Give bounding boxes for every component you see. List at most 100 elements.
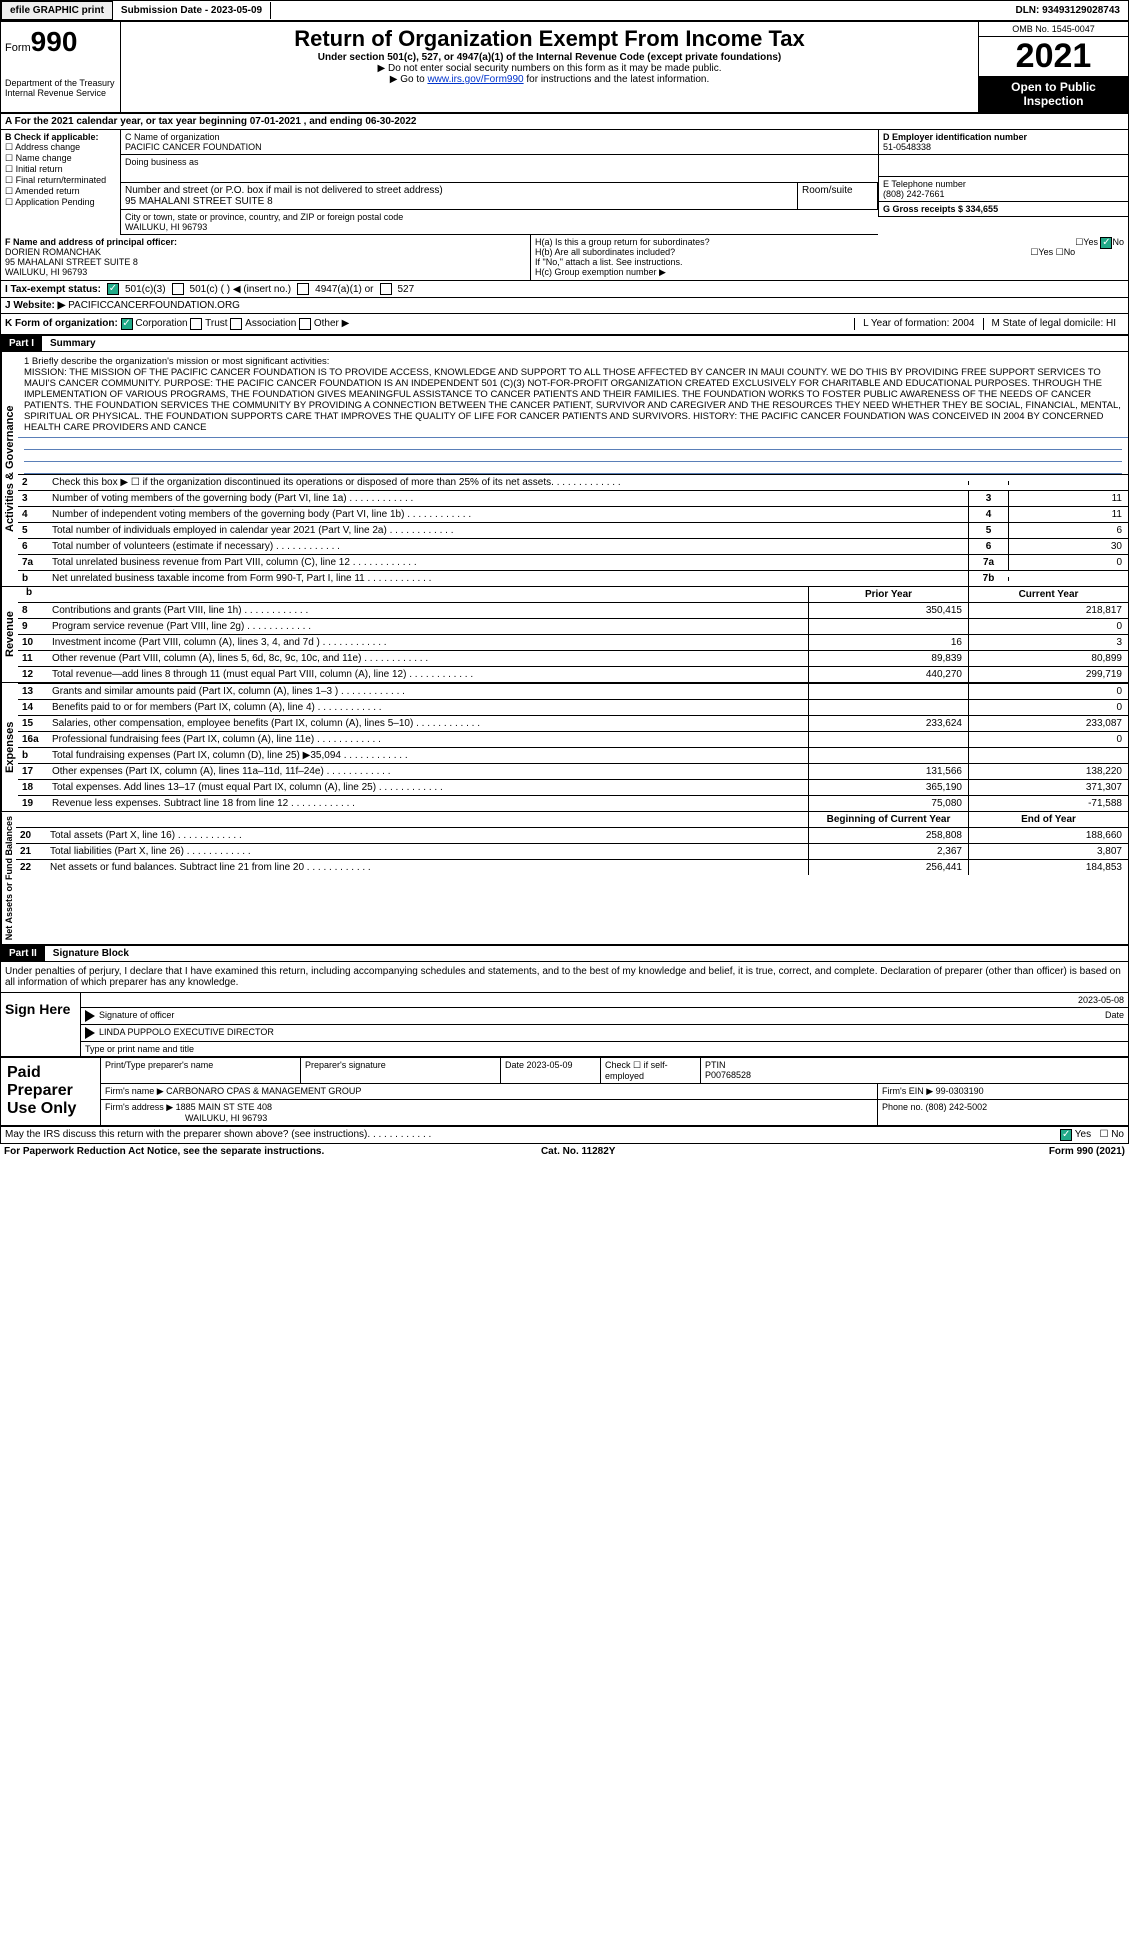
part-2-header: Part II Signature Block xyxy=(0,945,1129,962)
line-18: 18Total expenses. Add lines 13–17 (must … xyxy=(18,779,1128,795)
chk-association[interactable] xyxy=(230,318,242,330)
firm-ein: Firm's EIN ▶ 99-0303190 xyxy=(878,1084,1128,1099)
gov-line-4: 4Number of independent voting members of… xyxy=(18,506,1128,522)
gross-receipts: G Gross receipts $ 334,655 xyxy=(878,202,1128,217)
tax-year: 2021 xyxy=(979,37,1128,76)
ptin-label: PTIN xyxy=(705,1060,726,1070)
gov-line-b: bNet unrelated business taxable income f… xyxy=(18,570,1128,586)
officer-name: LINDA PUPPOLO EXECUTIVE DIRECTOR xyxy=(99,1027,274,1039)
chk-501c[interactable] xyxy=(172,283,184,295)
chk-address-change[interactable]: ☐ Address change xyxy=(5,142,116,153)
chk-name-change[interactable]: ☐ Name change xyxy=(5,153,116,164)
top-bar: efile GRAPHIC print Submission Date - 20… xyxy=(0,0,1129,21)
part-1-title: Summary xyxy=(42,336,104,351)
chk-amended-return[interactable]: ☐ Amended return xyxy=(5,186,116,197)
line-9: 9Program service revenue (Part VIII, lin… xyxy=(18,618,1128,634)
form-header: Form990 Department of the Treasury Inter… xyxy=(0,21,1129,113)
form-number: 990 xyxy=(31,26,78,57)
firm-name: Firm's name ▶ CARBONARO CPAS & MANAGEMEN… xyxy=(101,1084,878,1099)
f-h-row: F Name and address of principal officer:… xyxy=(0,235,1129,280)
dba-label: Doing business as xyxy=(121,155,878,183)
side-net-assets: Net Assets or Fund Balances xyxy=(1,812,16,944)
chk-initial-return[interactable]: ☐ Initial return xyxy=(5,164,116,175)
type-name-label: Type or print name and title xyxy=(81,1042,1128,1056)
side-governance: Activities & Governance xyxy=(1,352,18,586)
chk-corporation[interactable]: ✓ xyxy=(121,318,133,330)
revenue-section: Revenue bPrior YearCurrent Year 8Contrib… xyxy=(0,587,1129,683)
part-2-label: Part II xyxy=(1,946,45,961)
irs-link[interactable]: www.irs.gov/Form990 xyxy=(427,74,523,85)
tax-exempt-row: I Tax-exempt status: ✓501(c)(3) 501(c) (… xyxy=(0,280,1129,298)
line-19: 19Revenue less expenses. Subtract line 1… xyxy=(18,795,1128,811)
row-a-tax-year: A For the 2021 calendar year, or tax yea… xyxy=(0,113,1129,130)
sign-here-block: Sign Here 2023-05-08 Signature of office… xyxy=(0,992,1129,1057)
chk-other[interactable] xyxy=(299,318,311,330)
chk-501c3[interactable]: ✓ xyxy=(107,283,119,295)
footer-row: For Paperwork Reduction Act Notice, see … xyxy=(0,1144,1129,1159)
entity-block: B Check if applicable: ☐ Address change … xyxy=(0,130,1129,235)
firm-addr: Firm's address ▶ 1885 MAIN ST STE 408 xyxy=(105,1102,272,1112)
form-note-2: ▶ Go to www.irs.gov/Form990 for instruct… xyxy=(125,74,974,85)
discuss-question: May the IRS discuss this return with the… xyxy=(5,1129,367,1141)
discuss-yes-check[interactable]: ✓ xyxy=(1060,1129,1072,1141)
paid-preparer-label: Paid Preparer Use Only xyxy=(1,1058,101,1125)
paperwork-notice: For Paperwork Reduction Act Notice, see … xyxy=(4,1146,324,1157)
chk-4947[interactable] xyxy=(297,283,309,295)
chk-trust[interactable] xyxy=(190,318,202,330)
line-12: 12Total revenue—add lines 8 through 11 (… xyxy=(18,666,1128,682)
addr-value: 95 MAHALANI STREET SUITE 8 xyxy=(125,196,793,207)
chk-application-pending[interactable]: ☐ Application Pending xyxy=(5,197,116,208)
hb-note: If "No," attach a list. See instructions… xyxy=(535,257,1124,267)
hc-label: H(c) Group exemption number ▶ xyxy=(535,267,1124,278)
j-label: J Website: ▶ xyxy=(5,300,65,311)
addr-label: Number and street (or P.O. box if mail i… xyxy=(125,185,793,196)
declaration-text: Under penalties of perjury, I declare th… xyxy=(0,962,1129,992)
expenses-section: Expenses 13Grants and similar amounts pa… xyxy=(0,683,1129,812)
form-subtitle: Under section 501(c), 527, or 4947(a)(1)… xyxy=(125,52,974,63)
ha-label: H(a) Is this a group return for subordin… xyxy=(535,237,710,247)
ha-no-check[interactable]: ✓ xyxy=(1100,237,1112,249)
gov-line-6: 6Total number of volunteers (estimate if… xyxy=(18,538,1128,554)
line-b: bTotal fundraising expenses (Part IX, co… xyxy=(18,747,1128,763)
line-10: 10Investment income (Part VIII, column (… xyxy=(18,634,1128,650)
prior-year-header: Prior Year xyxy=(808,587,968,602)
line-21: 21Total liabilities (Part X, line 26)2,3… xyxy=(16,843,1128,859)
dln: DLN: 93493129028743 xyxy=(1007,2,1128,19)
date-label: Date xyxy=(1105,1010,1124,1022)
ein-value: 51-0548338 xyxy=(883,142,1124,152)
f-label: F Name and address of principal officer: xyxy=(5,237,177,247)
website-value: PACIFICCANCERFOUNDATION.ORG xyxy=(68,300,240,311)
form-title: Return of Organization Exempt From Incom… xyxy=(125,26,974,52)
website-row: J Website: ▶ PACIFICCANCERFOUNDATION.ORG xyxy=(0,298,1129,314)
l-year: L Year of formation: 2004 xyxy=(854,318,982,330)
discuss-row: May the IRS discuss this return with the… xyxy=(0,1126,1129,1144)
self-employed-check[interactable]: Check ☐ if self-employed xyxy=(601,1058,701,1083)
current-year-header: Current Year xyxy=(968,587,1128,602)
part-1-header: Part I Summary xyxy=(0,335,1129,352)
prep-date: Date 2023-05-09 xyxy=(501,1058,601,1083)
gov-line-2: 2Check this box ▶ ☐ if the organization … xyxy=(18,474,1128,490)
line-8: 8Contributions and grants (Part VIII, li… xyxy=(18,602,1128,618)
gov-line-7a: 7aTotal unrelated business revenue from … xyxy=(18,554,1128,570)
col-b-header: B Check if applicable: xyxy=(5,132,99,142)
part-2-title: Signature Block xyxy=(45,946,137,961)
ein-label: D Employer identification number xyxy=(883,132,1027,142)
cat-no: Cat. No. 11282Y xyxy=(541,1146,615,1157)
k-org-row: K Form of organization: ✓ Corporation Tr… xyxy=(0,314,1129,335)
efile-print-button[interactable]: efile GRAPHIC print xyxy=(1,1,113,20)
mission-text: MISSION: THE MISSION OF THE PACIFIC CANC… xyxy=(24,367,1122,433)
chk-527[interactable] xyxy=(380,283,392,295)
firm-phone: Phone no. (808) 242-5002 xyxy=(878,1100,1128,1125)
city-label: City or town, state or province, country… xyxy=(125,212,874,222)
submission-date: Submission Date - 2023-05-09 xyxy=(113,2,271,19)
beginning-year-header: Beginning of Current Year xyxy=(808,812,968,827)
form-label: Form xyxy=(5,42,31,54)
m-state: M State of legal domicile: HI xyxy=(983,318,1125,330)
ptin-value: P00768528 xyxy=(705,1070,751,1080)
chk-final-return[interactable]: ☐ Final return/terminated xyxy=(5,175,116,186)
arrow-icon xyxy=(85,1027,95,1039)
net-assets-section: Net Assets or Fund Balances Beginning of… xyxy=(0,812,1129,945)
side-expenses: Expenses xyxy=(1,683,18,811)
firm-addr2: WAILUKU, HI 96793 xyxy=(105,1113,267,1123)
gov-line-3: 3Number of voting members of the governi… xyxy=(18,490,1128,506)
